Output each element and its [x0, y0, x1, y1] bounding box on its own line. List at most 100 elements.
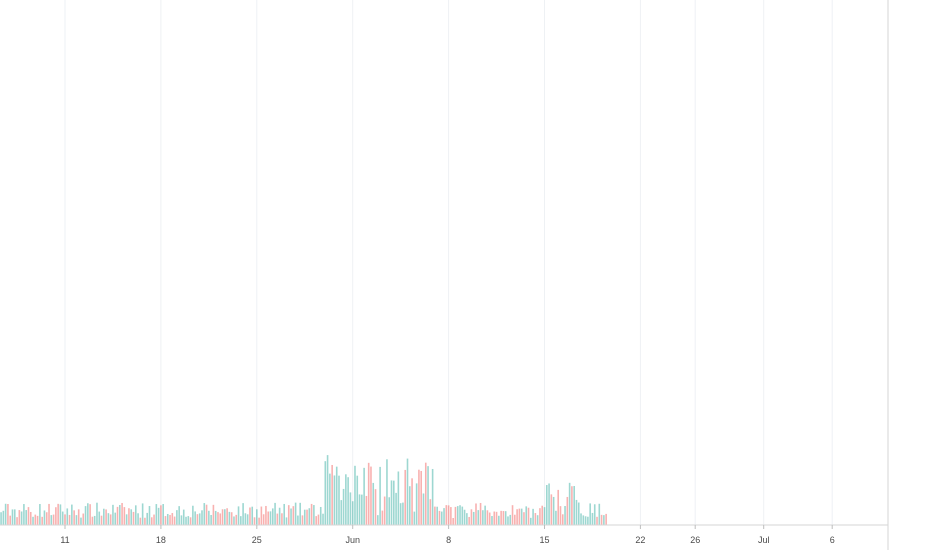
volume-bar — [342, 488, 345, 525]
volume-bar — [559, 506, 562, 525]
volume-bar — [347, 477, 349, 525]
volume-bar — [27, 507, 30, 525]
volume-bar — [582, 515, 585, 525]
volume-bar — [16, 517, 18, 525]
volume-bar — [584, 516, 587, 525]
volume-bar — [388, 497, 391, 525]
volume-bar — [545, 485, 548, 525]
volume-bar — [370, 466, 372, 525]
volume-bar — [235, 514, 238, 525]
volume-bar — [354, 465, 356, 525]
volume-bar — [345, 474, 347, 525]
volume-bar — [87, 503, 89, 525]
volume-bar — [290, 508, 292, 525]
volume-bar — [84, 506, 87, 525]
volume-bar — [495, 511, 498, 525]
volume-bar — [230, 512, 233, 525]
volume-bar — [477, 510, 480, 525]
time-tick-label: Jul — [758, 535, 770, 545]
volume-bar — [603, 515, 605, 525]
volume-bar — [374, 489, 377, 525]
volume-bar — [411, 478, 413, 525]
volume-bar — [303, 509, 306, 525]
volume-bar — [281, 513, 283, 525]
volume-bar — [164, 516, 167, 525]
volume-bar — [406, 458, 409, 525]
volume-bar — [285, 517, 288, 525]
volume-bar — [466, 513, 468, 525]
volume-bar — [224, 509, 226, 525]
volume-bar — [568, 482, 571, 525]
volume-bar — [507, 516, 509, 525]
volume-bar — [228, 511, 231, 525]
volume-bar — [500, 510, 502, 525]
volume-bar — [509, 514, 512, 525]
volume-bar — [260, 506, 263, 525]
volume-bar — [317, 514, 320, 525]
time-tick-label: 25 — [252, 535, 262, 545]
volume-bar — [525, 506, 528, 525]
volume-bar — [472, 511, 475, 525]
volume-bar — [475, 503, 477, 525]
volume-bar — [13, 509, 16, 525]
volume-bar — [150, 517, 153, 525]
volume-bar — [308, 508, 311, 525]
volume-bar — [52, 514, 55, 525]
volume-bar — [587, 516, 589, 525]
volume-bar — [93, 515, 96, 525]
volume-bar — [561, 514, 564, 525]
volume-bar — [212, 504, 215, 525]
volume-bar — [340, 500, 343, 525]
volume-bar — [2, 510, 5, 525]
volume-bar — [383, 496, 386, 525]
volume-bar — [283, 503, 285, 525]
volume-bar — [125, 514, 128, 525]
volume-bar — [155, 504, 158, 525]
volume-bar — [210, 514, 212, 525]
volume-bar — [48, 503, 50, 525]
volume-bar — [262, 514, 265, 525]
volume-bar — [379, 466, 381, 525]
volume-bar — [315, 516, 317, 525]
volume-bar — [573, 486, 575, 525]
volume-bar — [208, 510, 210, 525]
volume-bar — [447, 505, 450, 525]
volume-bar — [555, 510, 557, 525]
volume-bar — [75, 515, 78, 525]
volume-bar — [7, 504, 9, 525]
volume-bar — [114, 512, 117, 525]
volume-bar — [335, 466, 338, 525]
volume-bar — [4, 503, 7, 525]
volume-bar — [182, 509, 185, 525]
volume-bar — [71, 504, 73, 525]
volume-bar — [237, 506, 240, 525]
volume-bar — [502, 511, 505, 525]
volume-bar — [518, 508, 521, 525]
volume-bar — [68, 514, 71, 525]
volume-bar — [139, 517, 142, 525]
volume-bar — [20, 511, 23, 525]
volume-bar — [429, 499, 432, 525]
volume-bar — [399, 503, 402, 525]
volume-bar — [402, 502, 404, 525]
volume-bar — [541, 505, 544, 525]
volume-bar — [523, 512, 525, 525]
volume-bar — [153, 514, 155, 525]
volume-bar — [256, 509, 258, 525]
grid — [64, 0, 833, 525]
volume-bar — [258, 517, 260, 525]
volume-bar — [532, 508, 534, 525]
volume-bar — [9, 515, 11, 525]
volume-bar — [367, 462, 370, 525]
volume-bar — [363, 467, 365, 525]
volume-bar — [178, 506, 180, 525]
volume-bar — [82, 513, 85, 525]
time-tick-label: Jun — [345, 535, 360, 545]
volume-bar — [534, 513, 537, 525]
volume-bar — [356, 475, 359, 525]
volume-bar — [436, 506, 438, 525]
volume-bar — [498, 515, 500, 525]
volume-bar — [605, 513, 607, 525]
